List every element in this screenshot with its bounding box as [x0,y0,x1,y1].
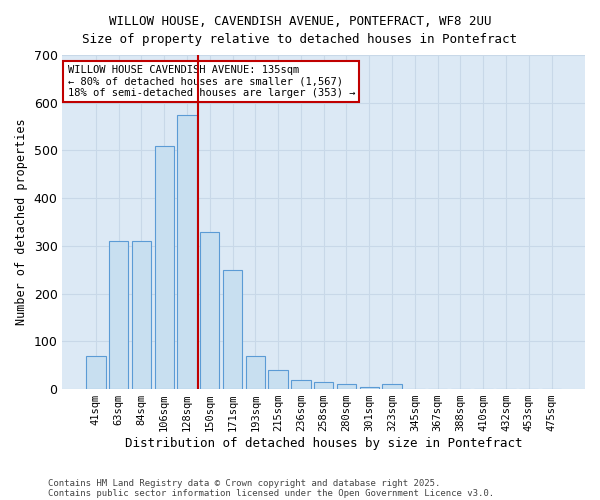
Text: WILLOW HOUSE CAVENDISH AVENUE: 135sqm
← 80% of detached houses are smaller (1,56: WILLOW HOUSE CAVENDISH AVENUE: 135sqm ← … [68,65,355,98]
Bar [86,356,106,389]
Bar [337,384,356,389]
Bar [268,370,288,389]
Text: Size of property relative to detached houses in Pontefract: Size of property relative to detached ho… [83,32,517,46]
Y-axis label: Number of detached properties: Number of detached properties [15,118,28,326]
Bar [155,146,174,389]
Bar [382,384,402,389]
Text: Contains public sector information licensed under the Open Government Licence v3: Contains public sector information licen… [48,488,494,498]
Bar [200,232,220,389]
Bar [291,380,311,389]
Text: WILLOW HOUSE, CAVENDISH AVENUE, PONTEFRACT, WF8 2UU: WILLOW HOUSE, CAVENDISH AVENUE, PONTEFRA… [109,15,491,28]
Bar [245,356,265,389]
Bar [132,241,151,389]
Bar [359,386,379,389]
Bar [178,114,197,389]
Bar [223,270,242,389]
Bar [109,241,128,389]
Bar [314,382,334,389]
X-axis label: Distribution of detached houses by size in Pontefract: Distribution of detached houses by size … [125,437,523,450]
Text: Contains HM Land Registry data © Crown copyright and database right 2025.: Contains HM Land Registry data © Crown c… [48,478,440,488]
